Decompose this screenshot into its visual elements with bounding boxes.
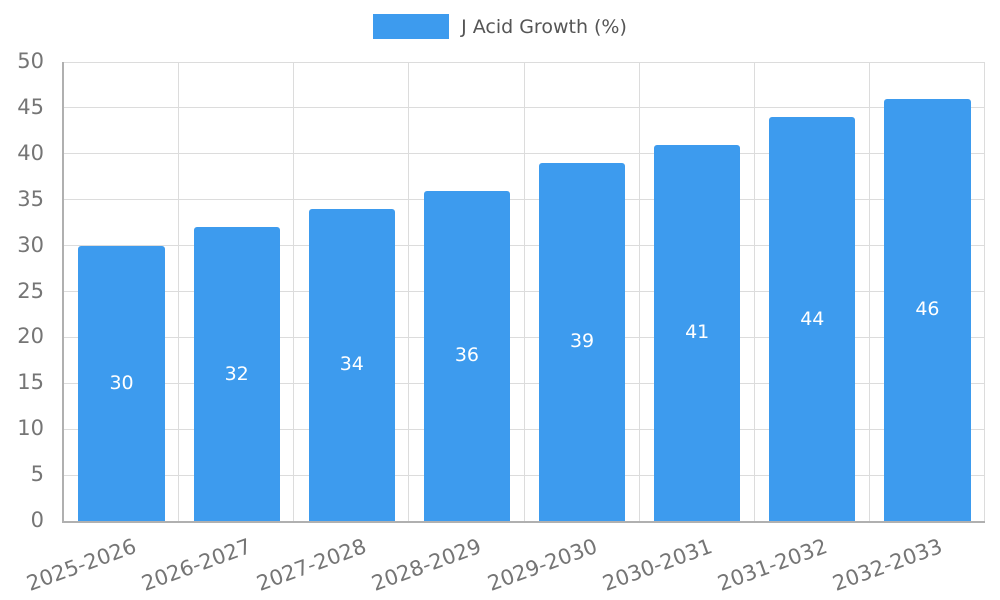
bar: 46 — [884, 98, 971, 521]
bar: 36 — [423, 190, 511, 521]
y-tick-label: 5 — [30, 462, 44, 487]
h-gridline — [64, 107, 985, 109]
h-gridline — [64, 199, 985, 201]
bar: 39 — [538, 162, 626, 521]
y-tick-label: 35 — [17, 186, 44, 211]
x-tick-label: 2025-2026 — [23, 534, 140, 596]
y-tick-label: 20 — [17, 324, 44, 349]
bar-value-label: 34 — [339, 353, 364, 376]
bar-value-label: 32 — [224, 362, 249, 385]
x-tick-label: 2031-2032 — [714, 534, 831, 596]
x-tick-label: 2029-2030 — [484, 534, 600, 596]
y-tick-label: 50 — [17, 49, 44, 74]
y-tick-label: 30 — [17, 232, 44, 257]
x-tick-label: 2028-2029 — [369, 534, 485, 596]
legend-item[interactable]: J Acid Growth (%) — [373, 14, 627, 39]
y-tick-label: 10 — [17, 416, 44, 441]
x-tick-label: 2032-2033 — [829, 534, 946, 596]
x-axis: 2025-2026 2026-2027 2027-2028 2028-2029 2029… — [24, 529, 983, 599]
h-gridline — [64, 245, 985, 247]
h-gridline — [64, 153, 985, 155]
y-tick-label: 40 — [17, 140, 44, 165]
x-tick-label: 2027-2028 — [253, 534, 370, 596]
v-gridline — [408, 62, 410, 521]
legend-color-swatch — [373, 14, 450, 39]
y-tick-label: 45 — [17, 94, 44, 119]
v-gridline — [178, 62, 180, 521]
bar-value-label: 41 — [685, 321, 710, 344]
y-tick-label: 0 — [30, 508, 44, 533]
v-gridline — [753, 62, 755, 521]
v-gridline — [868, 62, 870, 521]
v-gridline — [984, 62, 985, 521]
bar-value-label: 39 — [569, 330, 595, 353]
v-gridline — [523, 62, 525, 521]
y-axis: 0 5 10 15 20 25 30 35 40 45 50 — [0, 51, 54, 531]
bar-value-label: 30 — [109, 371, 134, 394]
bar: 32 — [193, 227, 280, 521]
bar: 41 — [654, 144, 741, 521]
bar-value-label: 44 — [800, 307, 825, 330]
legend: J Acid Growth (%) — [0, 14, 1000, 39]
bar: 34 — [308, 208, 395, 521]
h-gridline — [64, 474, 985, 476]
h-gridline — [64, 291, 985, 292]
bar: 30 — [78, 245, 165, 521]
h-gridline — [64, 336, 985, 338]
y-tick-label: 25 — [17, 278, 44, 303]
bar-value-label: 36 — [454, 344, 480, 367]
x-tick-label: 2026-2027 — [138, 534, 255, 596]
x-tick-label: 2030-2031 — [599, 534, 716, 596]
y-tick-label: 15 — [17, 370, 44, 395]
v-gridline — [293, 62, 295, 521]
bar: 44 — [769, 117, 856, 521]
legend-label: J Acid Growth (%) — [461, 15, 627, 38]
plot-area: 30 32 34 36 39 41 44 46 — [62, 62, 985, 523]
bar-value-label: 46 — [915, 298, 940, 321]
v-gridline — [638, 62, 640, 521]
h-gridline — [64, 428, 985, 430]
h-gridline — [64, 382, 985, 384]
h-gridline — [64, 62, 985, 63]
